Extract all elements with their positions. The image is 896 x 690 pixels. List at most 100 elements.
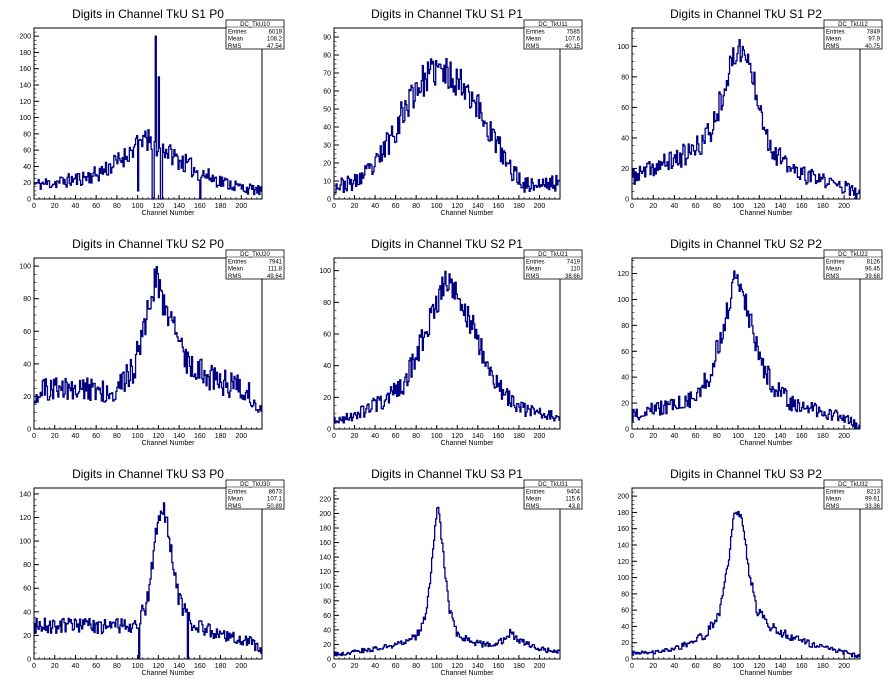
- stats-value: 9404: [567, 490, 581, 496]
- x-tick-label: 100: [431, 663, 443, 670]
- x-tick-label: 80: [113, 203, 121, 210]
- x-tick-label: 20: [649, 663, 657, 670]
- x-tick-label: 40: [671, 433, 679, 440]
- y-tick-label: 140: [19, 83, 31, 90]
- stats-name: DC_TkU10: [240, 22, 270, 28]
- x-axis-label: Channel Number: [740, 440, 794, 447]
- stats-name: DC_TkU20: [240, 252, 270, 258]
- stats-label: Entries: [228, 490, 247, 496]
- x-tick-label: 140: [472, 203, 484, 210]
- stats-label: RMS: [826, 274, 839, 280]
- stats-value: 110: [570, 267, 580, 273]
- x-tick-label: 100: [732, 663, 744, 670]
- x-tick-label: 200: [534, 663, 546, 670]
- x-tick-label: 160: [493, 203, 505, 210]
- x-tick-label: 20: [649, 203, 657, 210]
- histogram-line: [632, 39, 860, 200]
- y-tick-label: 60: [323, 89, 331, 96]
- y-tick-label: 80: [323, 53, 331, 60]
- stats-value: 40.75: [865, 44, 881, 50]
- y-tick-label: 80: [323, 300, 331, 307]
- x-tick-label: 120: [753, 663, 765, 670]
- stats-value: 7585: [567, 30, 581, 36]
- y-tick-label: 60: [621, 105, 629, 112]
- x-tick-label: 40: [72, 663, 80, 670]
- stats-box: DC_TkU31 Entries 9404 Mean 115.6 RMS 43.8: [523, 479, 583, 510]
- x-tick-label: 100: [431, 433, 443, 440]
- stats-box-frame: [225, 19, 285, 50]
- x-tick-label: 0: [32, 663, 36, 670]
- x-tick-label: 20: [649, 433, 657, 440]
- y-tick-label: 120: [19, 515, 31, 522]
- x-tick-label: 120: [153, 433, 165, 440]
- plot-frame: [631, 27, 861, 200]
- stats-box-frame: [823, 479, 883, 510]
- plot-frame: [33, 257, 263, 430]
- stats-box-frame: [823, 249, 883, 280]
- y-tick-label: 100: [617, 44, 629, 51]
- x-tick-label: 140: [775, 433, 787, 440]
- stats-value: 97.9: [868, 37, 880, 43]
- panel-title: Digits in Channel TkU S2 P1: [371, 237, 523, 251]
- x-tick-label: 180: [513, 663, 525, 670]
- y-tick-label: 0: [27, 427, 31, 434]
- y-tick-label: 160: [319, 540, 331, 547]
- stats-value: 6019: [269, 30, 283, 36]
- stats-value: 115.6: [565, 497, 580, 503]
- stats-box: DC_TkU22 Entries 8126 Mean 96.45 RMS 39.68: [823, 249, 883, 280]
- stats-label: Mean: [826, 497, 841, 503]
- histogram-line: [632, 270, 860, 430]
- x-tick-label: 180: [513, 203, 525, 210]
- stats-value: 96.45: [865, 267, 881, 273]
- stats-value: 8213: [867, 490, 881, 496]
- x-axis-label: Channel Number: [142, 440, 196, 447]
- x-tick-label: 200: [838, 663, 850, 670]
- stats-box: DC_TkU32 Entries 8213 Mean 99.61 RMS 33.36: [823, 479, 883, 510]
- stats-box: DC_TkU21 Entries 7419 Mean 110 RMS 38.66: [523, 249, 583, 280]
- plot-frame: [631, 487, 861, 660]
- x-tick-label: 80: [412, 203, 420, 210]
- y-tick-label: 60: [23, 329, 31, 336]
- stats-value: 7419: [567, 260, 581, 266]
- stats-label: RMS: [228, 44, 241, 50]
- y-tick-label: 120: [617, 559, 629, 566]
- y-tick-label: 20: [323, 395, 331, 402]
- x-axis-label: Channel Number: [740, 670, 794, 677]
- x-tick-label: 120: [753, 433, 765, 440]
- x-tick-label: 160: [493, 433, 505, 440]
- stats-label: Mean: [228, 497, 243, 503]
- x-axis-label: Channel Number: [142, 670, 196, 677]
- y-tick-label: 80: [23, 131, 31, 138]
- y-tick-label: 140: [19, 491, 31, 498]
- y-tick-label: 120: [617, 271, 629, 278]
- y-tick-label: 60: [323, 613, 331, 620]
- y-tick-label: 20: [621, 401, 629, 408]
- stats-value: 33.36: [865, 504, 881, 510]
- x-tick-label: 20: [351, 663, 359, 670]
- x-tick-label: 40: [371, 663, 379, 670]
- stats-label: Mean: [228, 37, 243, 43]
- y-tick-label: 60: [621, 349, 629, 356]
- x-tick-label: 40: [72, 203, 80, 210]
- stats-value: 49.64: [267, 274, 283, 280]
- y-tick-label: 40: [23, 609, 31, 616]
- x-tick-label: 100: [132, 663, 144, 670]
- stats-label: RMS: [526, 274, 539, 280]
- y-tick-label: 20: [323, 161, 331, 168]
- x-tick-label: 80: [113, 663, 121, 670]
- y-tick-label: 80: [23, 562, 31, 569]
- y-tick-label: 80: [621, 591, 629, 598]
- y-tick-label: 100: [19, 115, 31, 122]
- y-tick-label: 0: [625, 197, 629, 204]
- y-tick-label: 0: [27, 197, 31, 204]
- x-tick-label: 120: [753, 203, 765, 210]
- y-tick-label: 60: [323, 332, 331, 339]
- stats-label: Entries: [228, 30, 247, 36]
- x-tick-label: 0: [332, 203, 336, 210]
- x-tick-label: 60: [92, 433, 100, 440]
- x-tick-label: 120: [451, 203, 463, 210]
- x-tick-label: 0: [32, 433, 36, 440]
- x-tick-label: 180: [215, 433, 227, 440]
- stats-value: 108.2: [267, 37, 283, 43]
- y-tick-label: 10: [323, 179, 331, 186]
